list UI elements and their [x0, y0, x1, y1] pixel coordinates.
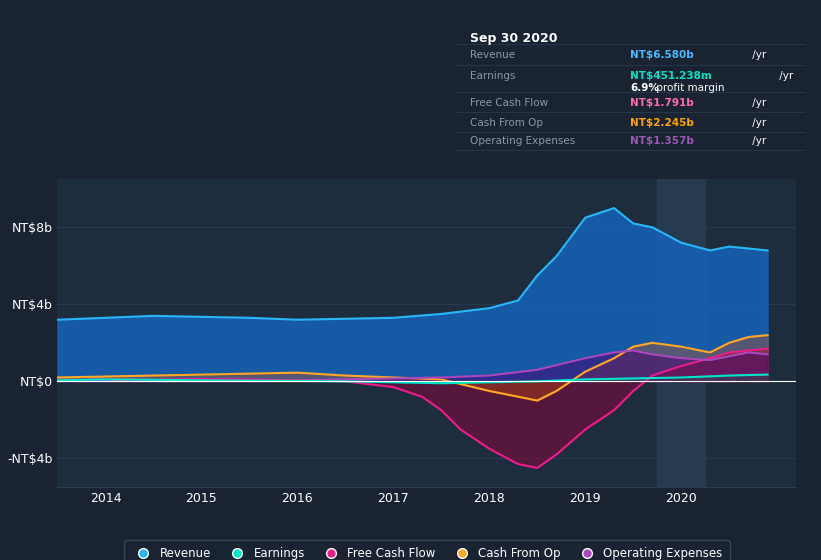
Text: Revenue: Revenue — [470, 50, 515, 59]
Text: /yr: /yr — [750, 118, 767, 128]
Text: Free Cash Flow: Free Cash Flow — [470, 98, 548, 108]
Text: 6.9%: 6.9% — [631, 83, 659, 93]
Text: Sep 30 2020: Sep 30 2020 — [470, 32, 557, 45]
Text: /yr: /yr — [750, 98, 767, 108]
Legend: Revenue, Earnings, Free Cash Flow, Cash From Op, Operating Expenses: Revenue, Earnings, Free Cash Flow, Cash … — [124, 540, 730, 560]
Text: Earnings: Earnings — [470, 71, 515, 81]
Text: NT$2.245b: NT$2.245b — [631, 118, 694, 128]
Text: NT$6.580b: NT$6.580b — [631, 50, 694, 59]
Text: Cash From Op: Cash From Op — [470, 118, 543, 128]
Text: /yr: /yr — [750, 136, 767, 146]
Text: NT$1.357b: NT$1.357b — [631, 136, 694, 146]
Text: profit margin: profit margin — [653, 83, 724, 93]
Text: /yr: /yr — [750, 50, 767, 59]
Text: NT$451.238m: NT$451.238m — [631, 71, 712, 81]
Text: /yr: /yr — [776, 71, 793, 81]
Text: NT$1.791b: NT$1.791b — [631, 98, 694, 108]
Text: Operating Expenses: Operating Expenses — [470, 136, 575, 146]
Bar — [658, 179, 705, 487]
